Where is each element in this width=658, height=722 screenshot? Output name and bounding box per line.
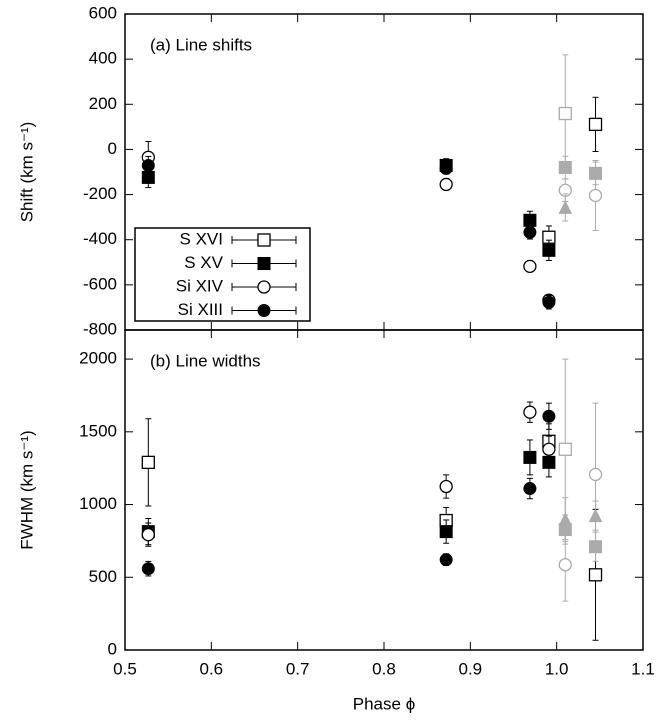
marker: [588, 188, 603, 203]
marker: [439, 161, 453, 175]
marker: [141, 528, 155, 542]
x-tick-label: 0.9: [459, 659, 483, 678]
legend-label: S XVI: [180, 229, 223, 248]
marker: [439, 525, 453, 539]
legend-marker: [257, 280, 271, 294]
marker: [523, 450, 537, 464]
y-tick-label: 400: [89, 49, 117, 68]
y-tick-label: -200: [83, 184, 117, 203]
y-tick-label: 1000: [79, 494, 117, 513]
y-tick-label: 0: [108, 139, 117, 158]
marker: [558, 106, 572, 121]
marker: [439, 553, 453, 567]
y-tick-label: -600: [83, 274, 117, 293]
marker: [542, 442, 556, 456]
x-axis-label: Phase ϕ: [353, 694, 415, 713]
marker: [141, 158, 155, 172]
legend-label: Si XIV: [176, 276, 224, 295]
y-tick-label: -800: [83, 319, 117, 338]
y-tick-label: 500: [89, 567, 117, 586]
marker: [588, 117, 603, 132]
marker: [523, 225, 537, 239]
marker: [588, 467, 603, 482]
marker: [141, 562, 155, 576]
x-tick-label: 0.8: [372, 659, 396, 678]
x-tick-label: 0.6: [200, 659, 224, 678]
marker: [439, 479, 453, 494]
marker: [558, 442, 572, 456]
marker: [588, 568, 603, 582]
marker: [542, 295, 556, 309]
marker: [588, 508, 603, 523]
legend-marker: [257, 304, 271, 317]
legend-label: S XV: [184, 253, 223, 272]
marker: [558, 512, 573, 527]
y-tick-label: 2000: [79, 349, 117, 368]
marker: [523, 259, 537, 273]
y-axis-label: FWHM (km s⁻¹): [17, 430, 36, 549]
plot-frame: [124, 329, 644, 651]
marker: [523, 405, 537, 419]
marker: [141, 455, 155, 470]
marker: [523, 482, 537, 496]
marker: [558, 200, 573, 214]
marker: [542, 243, 556, 257]
x-tick-label: 0.7: [286, 659, 310, 678]
marker: [558, 558, 572, 572]
legend-label: Si XIII: [178, 300, 223, 319]
x-tick-label: 0.5: [113, 659, 137, 678]
marker: [439, 177, 453, 192]
marker: [542, 409, 556, 423]
y-tick-label: 200: [89, 94, 117, 113]
y-tick-label: 1500: [79, 421, 117, 440]
y-axis-label: Shift (km s⁻¹): [17, 122, 36, 223]
marker: [523, 213, 537, 227]
y-tick-label: -400: [83, 229, 117, 248]
legend-marker: [257, 233, 271, 247]
x-tick-label: 1.0: [545, 659, 569, 678]
legend-marker: [257, 257, 271, 270]
panel-annotation: (a) Line shifts: [150, 35, 252, 54]
legend-box: [134, 227, 311, 322]
panel-annotation: (b) Line widths: [150, 351, 261, 370]
marker: [558, 160, 572, 174]
y-tick-label: 600: [89, 3, 117, 22]
x-tick-label: 1.1: [631, 659, 655, 678]
y-tick-label: 0: [108, 639, 117, 658]
